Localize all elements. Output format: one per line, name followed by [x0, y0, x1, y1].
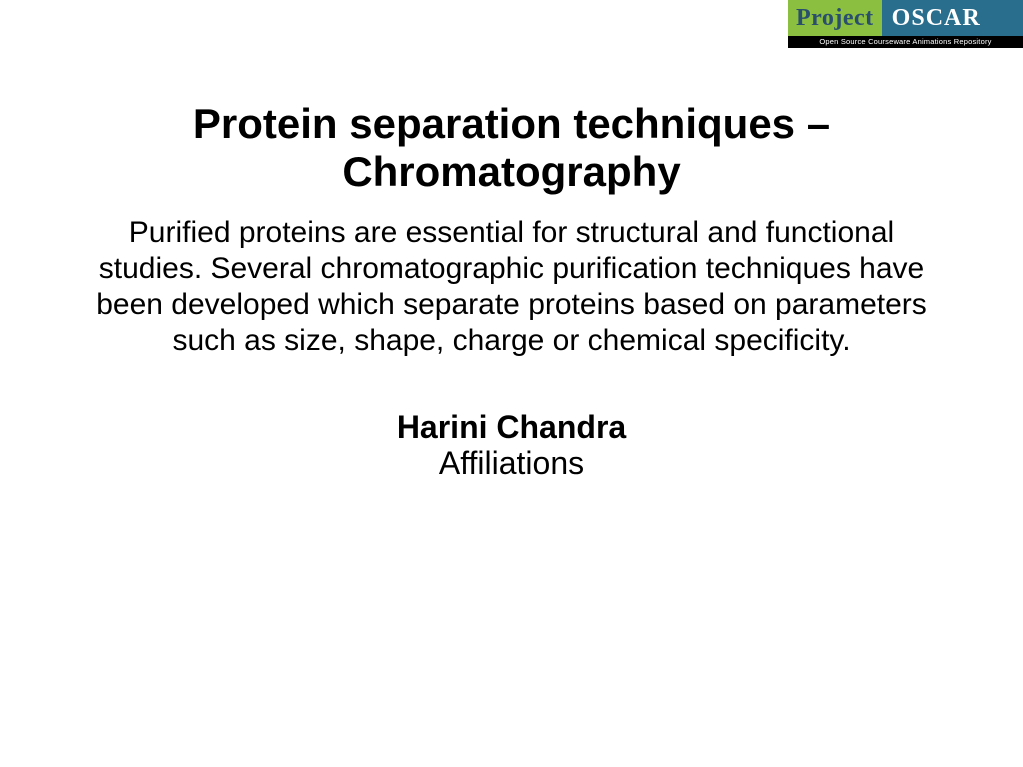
logo-word-oscar: OSCAR [882, 0, 1023, 36]
slide-affiliations: Affiliations [70, 445, 953, 482]
slide-body: Purified proteins are essential for stru… [70, 215, 953, 359]
slide-author: Harini Chandra [70, 409, 953, 446]
logo-subtitle: Open Source Courseware Animations Reposi… [788, 36, 1023, 48]
project-oscar-logo: Project OSCAR Open Source Courseware Ani… [788, 0, 1023, 48]
slide-content: Protein separation techniques – Chromato… [0, 100, 1023, 482]
logo-top-row: Project OSCAR [788, 0, 1023, 36]
logo-word-project: Project [788, 0, 882, 36]
slide-title: Protein separation techniques – Chromato… [70, 100, 953, 197]
